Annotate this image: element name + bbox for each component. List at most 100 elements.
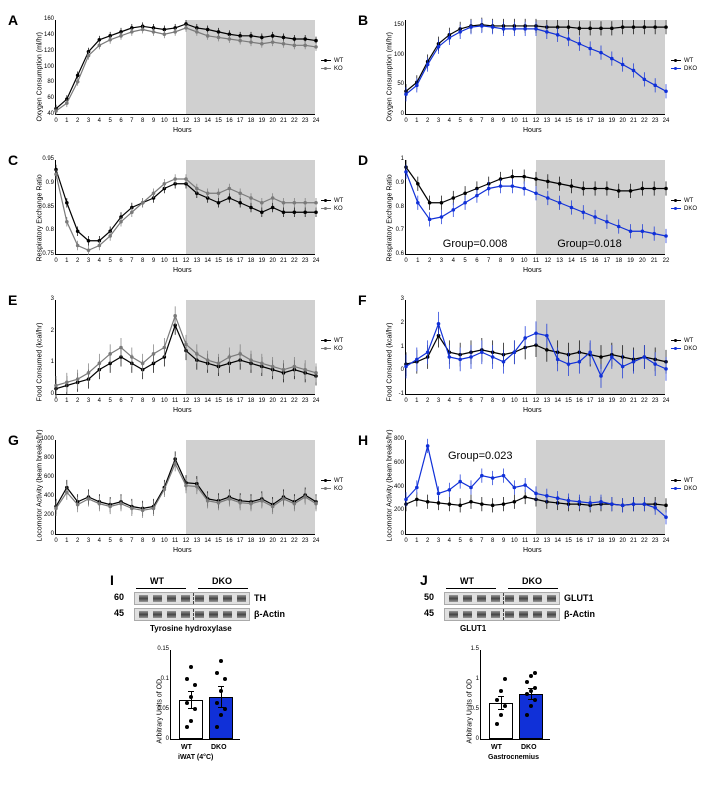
mw-marker: 45: [424, 608, 434, 618]
blot-lane: [237, 611, 246, 618]
chart-svg: [56, 300, 316, 395]
legend-text: WT: [334, 338, 343, 344]
xtick: 21: [630, 118, 637, 124]
legend-text: KO: [334, 486, 343, 492]
blot-divider: [503, 609, 504, 620]
group-bar: [136, 588, 186, 589]
xtick: 12: [533, 398, 540, 404]
blot-divider: [503, 593, 504, 604]
blot-lane: [547, 595, 556, 602]
legend: WTDKO: [671, 478, 697, 494]
legend-text: WT: [684, 478, 693, 484]
chart-svg: [406, 300, 666, 395]
xtick: 24: [663, 118, 670, 124]
data-dot: [533, 686, 537, 690]
data-dot: [503, 704, 507, 708]
bar-xlabel: WT: [491, 744, 502, 751]
xtick: 22: [291, 258, 298, 264]
mw-marker: 60: [114, 592, 124, 602]
legend-marker: [671, 68, 681, 69]
xtick: 11: [172, 398, 178, 404]
xtick: 23: [652, 398, 659, 404]
blot-lane: [195, 611, 204, 618]
ytick: 1.5: [463, 646, 479, 652]
legend-item: KO: [321, 346, 343, 352]
xtick: 3: [87, 118, 90, 124]
xtick: 0: [54, 118, 57, 124]
xtick: 15: [565, 118, 572, 124]
xtick: 0: [404, 398, 407, 404]
xtick: 23: [302, 398, 309, 404]
legend-text: KO: [334, 206, 343, 212]
annotation: Group=0.008: [443, 238, 508, 250]
xtick: 14: [554, 398, 561, 404]
blot-lane: [519, 611, 528, 618]
xtick: 1: [65, 398, 68, 404]
bar-xlabel: WT: [181, 744, 192, 751]
band-label: β-Actin: [564, 609, 595, 619]
legend-marker: [321, 348, 331, 349]
legend-item: DKO: [671, 346, 697, 352]
xtick: 16: [226, 118, 233, 124]
legend: WTDKO: [671, 198, 697, 214]
xtick: 12: [183, 398, 190, 404]
legend-marker: [321, 340, 331, 341]
xtick: 3: [87, 398, 90, 404]
panel-I: IWTDKO60TH45β-ActinTyrosine hydroxylase0…: [130, 580, 330, 780]
xtick: 7: [130, 258, 133, 264]
blot-band: [444, 608, 560, 621]
xtick: 19: [627, 258, 634, 264]
legend-text: DKO: [684, 346, 697, 352]
xtick: 3: [87, 258, 90, 264]
xlabel: Hours: [173, 267, 192, 274]
annotation: Group=0.023: [448, 450, 513, 462]
xtick: 23: [302, 118, 309, 124]
data-dot: [533, 671, 537, 675]
xtick: 8: [141, 398, 144, 404]
panel-label-C: C: [8, 152, 18, 168]
blot-lane: [181, 611, 190, 618]
xtick: 17: [237, 398, 244, 404]
blot-lane: [477, 595, 486, 602]
xtick: 3: [87, 538, 90, 544]
xtick: 3: [437, 398, 440, 404]
xtick: 2: [76, 538, 79, 544]
blot-lane: [139, 595, 148, 602]
legend: WTKO: [321, 478, 343, 494]
xtick: 22: [291, 118, 298, 124]
xtick: 8: [499, 258, 502, 264]
legend: WT KO: [321, 338, 343, 354]
xlabel: Hours: [173, 127, 192, 134]
xtick: 23: [652, 538, 659, 544]
ytick: 0.15: [153, 646, 169, 652]
xtick: 22: [291, 538, 298, 544]
panel-label-B: B: [358, 12, 368, 28]
xtick: 8: [491, 398, 494, 404]
xtick: 16: [226, 538, 233, 544]
blot-lane: [519, 595, 528, 602]
legend-item: WT: [321, 58, 343, 64]
panel-G: G020040060080010000123456789101112131415…: [30, 440, 360, 565]
xtick: 5: [108, 398, 111, 404]
group-bar: [508, 588, 558, 589]
xtick: 13: [556, 258, 563, 264]
xtick: 24: [663, 538, 670, 544]
xtick: 2: [426, 538, 429, 544]
ylabel: Food Consumed (kcal/hr): [37, 301, 44, 401]
xtick: 9: [152, 118, 155, 124]
data-dot: [193, 683, 197, 687]
data-dot: [499, 689, 503, 693]
panel-C: C0.750.80.850.90.95012345678910111213141…: [30, 160, 360, 285]
band-label: β-Actin: [254, 609, 285, 619]
bar-ylabel: Arbitrary Units of OD: [467, 654, 474, 744]
data-dot: [223, 707, 227, 711]
legend-text: DKO: [684, 206, 697, 212]
xtick: 23: [302, 538, 309, 544]
xtick: 15: [565, 398, 572, 404]
panel-E: E012301234567891011121314151617181920212…: [30, 300, 360, 425]
xtick: 12: [183, 538, 190, 544]
legend-text: WT: [334, 198, 343, 204]
xtick: 9: [152, 398, 155, 404]
blot-divider: [193, 609, 194, 620]
xtick: 11: [172, 118, 178, 124]
